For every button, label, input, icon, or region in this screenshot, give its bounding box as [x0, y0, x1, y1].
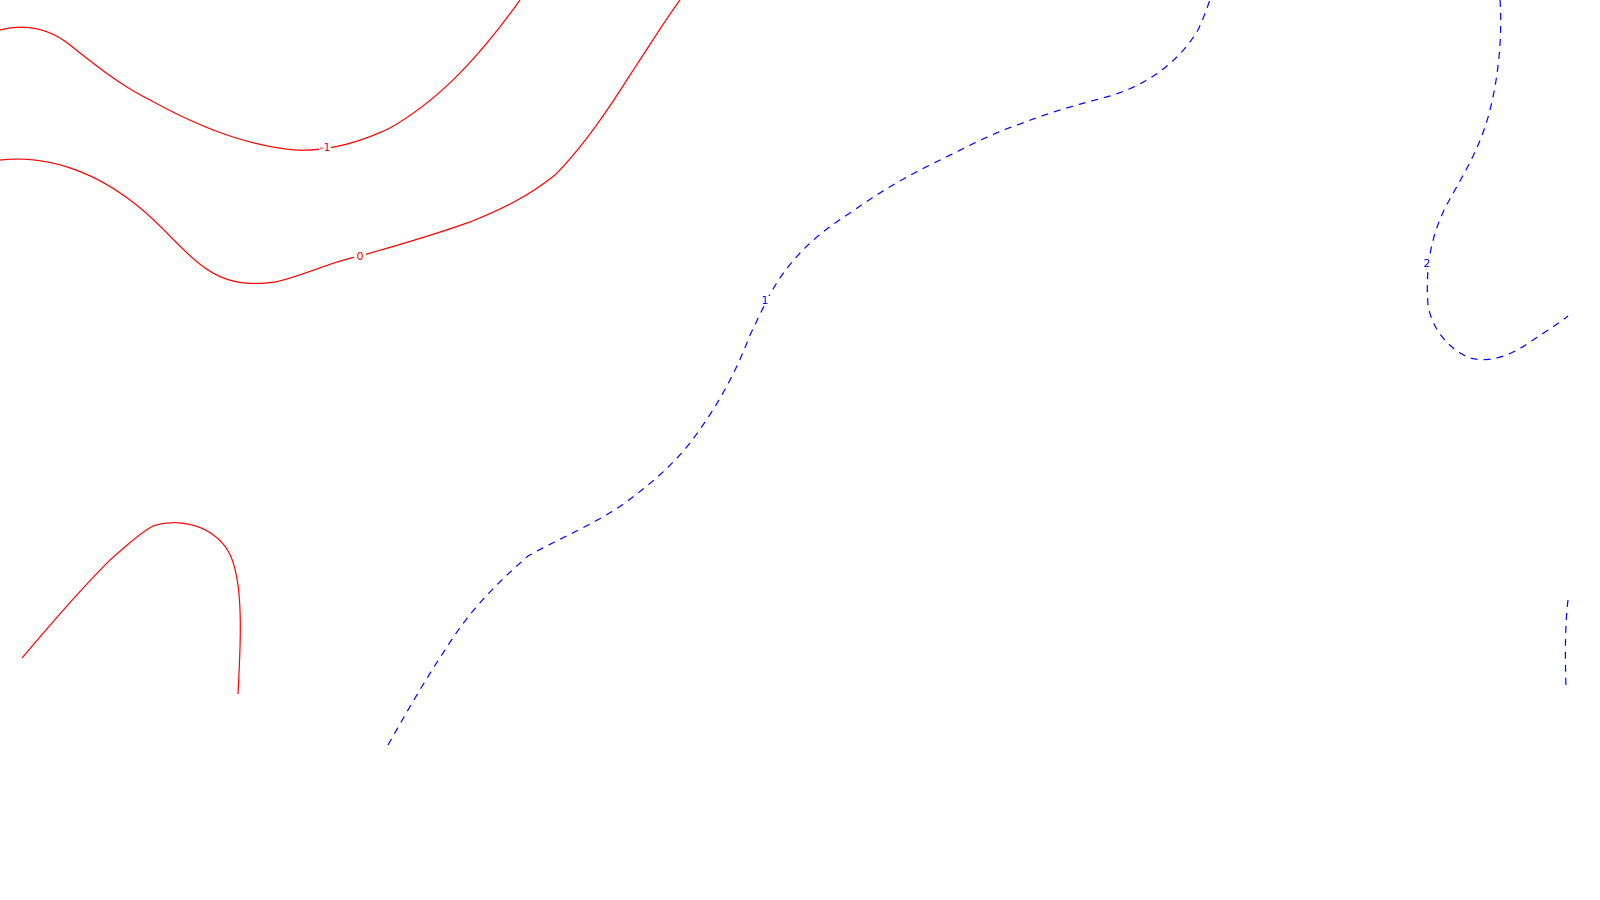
contour-label-background — [319, 143, 331, 153]
contour-line-5 — [1426, 0, 1569, 361]
contour-line-3 — [21, 522, 241, 695]
contour-label-background — [1421, 259, 1433, 269]
contour-line-4 — [387, 0, 1211, 746]
contour-label-background — [354, 252, 366, 262]
contour-label-1: -1 — [320, 141, 331, 154]
contour-line-6 — [1564, 599, 1569, 689]
contour-label-background — [759, 296, 771, 306]
contour-label-5: 2 — [1424, 257, 1431, 270]
contour-line-1 — [0, 0, 521, 151]
contour-label-4: 1 — [762, 294, 769, 307]
contour-label-2: 0 — [357, 250, 364, 263]
